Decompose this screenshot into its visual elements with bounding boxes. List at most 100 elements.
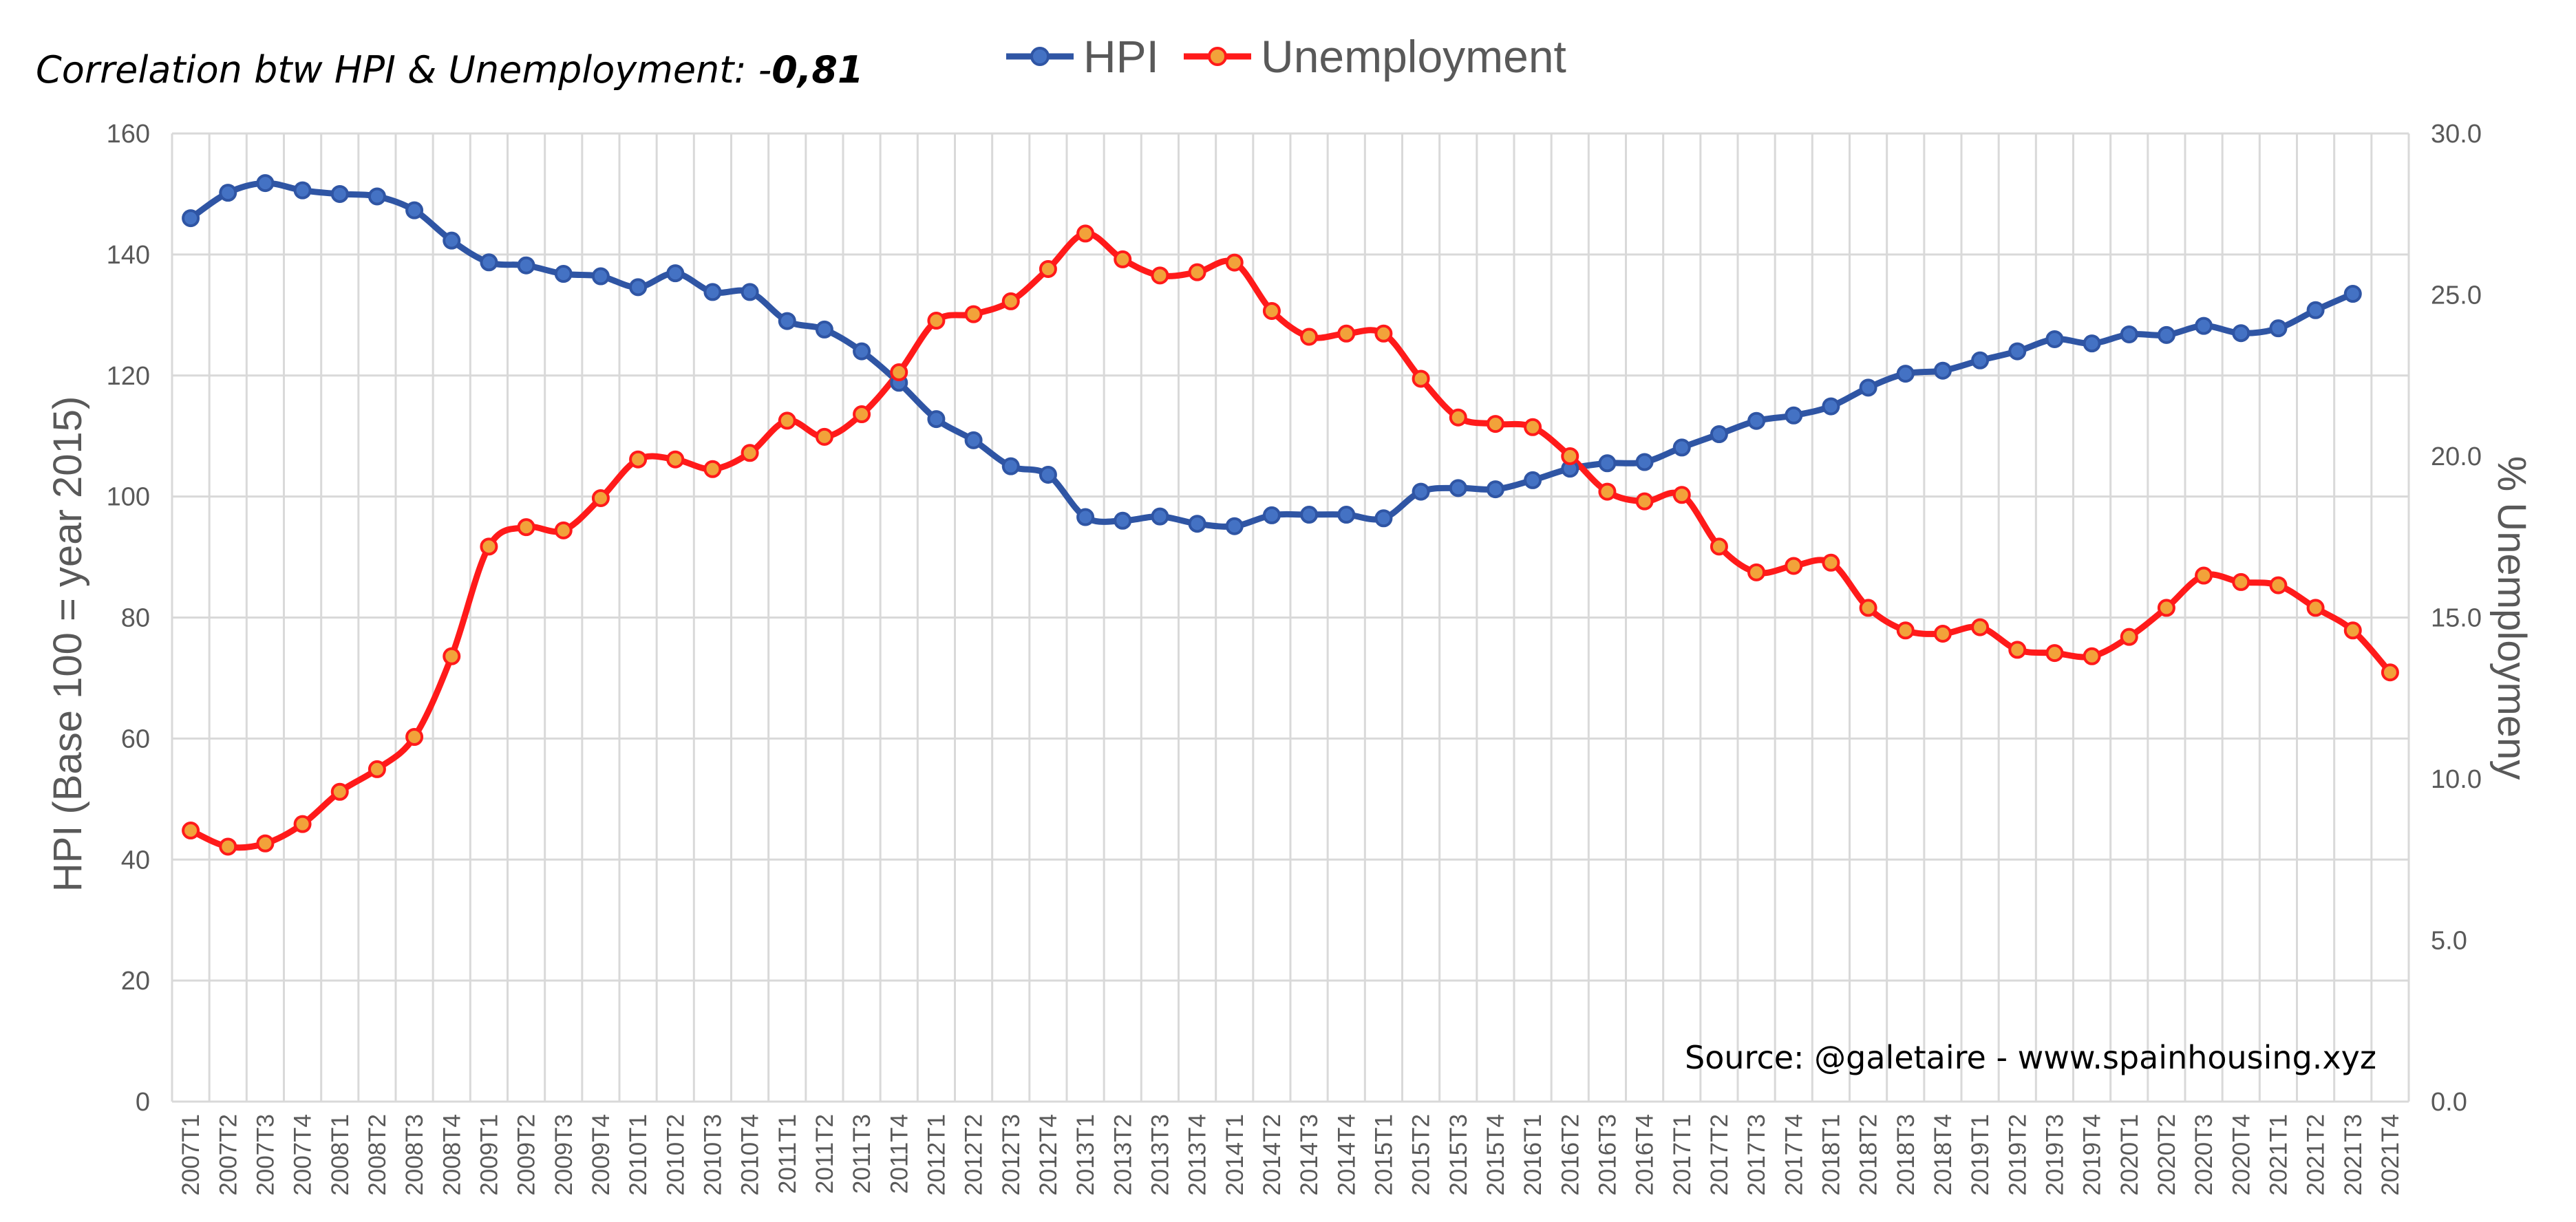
data-point-unemployment — [2269, 576, 2288, 594]
data-point-hpi — [1300, 506, 1319, 524]
data-point-unemployment — [703, 460, 722, 478]
data-point-hpi — [703, 283, 722, 301]
x-tick-label: 2012T2 — [961, 1114, 988, 1196]
x-tick-label: 2016T1 — [1520, 1114, 1546, 1196]
data-point-hpi — [480, 253, 498, 272]
data-point-unemployment — [1039, 259, 1057, 278]
data-point-hpi — [1262, 506, 1281, 524]
data-point-unemployment — [219, 837, 237, 856]
data-point-unemployment — [1001, 292, 1020, 310]
y-right-tick-label: 20.0 — [2431, 442, 2482, 471]
data-point-hpi — [554, 265, 573, 283]
x-tick-label: 2011T2 — [811, 1114, 838, 1194]
data-point-hpi — [1412, 482, 1430, 501]
data-point-unemployment — [182, 822, 200, 840]
x-tick-label: 2017T1 — [1669, 1114, 1696, 1196]
x-tick-label: 2019T2 — [2004, 1114, 2031, 1196]
data-point-hpi — [741, 283, 759, 301]
data-point-unemployment — [591, 489, 610, 507]
x-tick-label: 2013T2 — [1109, 1114, 1136, 1196]
y-right-tick-label: 5.0 — [2431, 927, 2467, 956]
x-tick-label: 2015T2 — [1408, 1114, 1435, 1196]
x-tick-label: 2020T4 — [2228, 1114, 2255, 1196]
data-point-hpi — [1076, 508, 1095, 526]
x-tick-label: 2012T4 — [1035, 1114, 1062, 1196]
x-tick-label: 2010T2 — [662, 1114, 689, 1196]
x-tick-label: 2013T4 — [1184, 1114, 1211, 1196]
legend-item-hpi: HPI — [1005, 30, 1159, 83]
data-point-unemployment — [666, 450, 685, 469]
data-point-unemployment — [330, 782, 349, 801]
data-point-hpi — [1635, 453, 1654, 471]
correlation-prefix: Correlation btw HPI & Unemployment: - — [36, 48, 772, 92]
x-tick-label: 2018T1 — [1818, 1114, 1844, 1196]
x-tick-label: 2009T3 — [551, 1114, 577, 1196]
data-point-unemployment — [2381, 663, 2399, 682]
x-tick-label: 2010T4 — [737, 1114, 764, 1196]
source-note: Source: @galetaire - www.spainhousing.xy… — [1685, 1039, 2376, 1076]
gridlines — [171, 132, 2410, 1103]
data-point-unemployment — [443, 647, 461, 665]
data-point-unemployment — [1785, 557, 1803, 575]
data-point-hpi — [293, 181, 312, 200]
data-point-unemployment — [1188, 263, 1206, 281]
data-point-unemployment — [405, 728, 424, 747]
data-point-hpi — [1747, 411, 1766, 430]
correlation-annotation: Correlation btw HPI & Unemployment: -0,8… — [36, 48, 864, 92]
data-point-unemployment — [1486, 415, 1504, 433]
data-point-hpi — [1374, 509, 1393, 528]
x-tick-label: 2012T1 — [923, 1114, 950, 1196]
data-point-hpi — [1785, 406, 1803, 425]
data-point-hpi — [2232, 324, 2250, 343]
x-tick-label: 2020T3 — [2191, 1114, 2217, 1196]
data-point-hpi — [1971, 351, 1990, 369]
data-point-unemployment — [2232, 572, 2250, 591]
x-tick-label: 2013T1 — [1072, 1114, 1099, 1196]
data-point-hpi — [1822, 397, 1840, 416]
x-tick-label: 2021T4 — [2377, 1114, 2404, 1196]
data-point-unemployment — [2045, 644, 2064, 663]
y-right-tick-label: 30.0 — [2431, 120, 2482, 149]
data-point-unemployment — [1449, 408, 1467, 427]
data-point-hpi — [1896, 365, 1915, 383]
x-tick-label: 2009T2 — [513, 1114, 540, 1196]
x-tick-label: 2011T1 — [774, 1114, 801, 1194]
y-left-tick-label: 60 — [121, 725, 150, 753]
x-tick-label: 2019T3 — [2041, 1114, 2068, 1196]
data-point-hpi — [2306, 301, 2325, 319]
x-tick-label: 2011T3 — [849, 1114, 875, 1194]
x-tick-label: 2016T4 — [1632, 1114, 1659, 1196]
x-tick-label: 2014T4 — [1333, 1114, 1360, 1196]
x-tick-label: 2019T4 — [2079, 1114, 2106, 1196]
data-point-unemployment — [2083, 647, 2101, 665]
data-point-hpi — [1001, 457, 1020, 475]
y-left-tick-label: 140 — [107, 241, 150, 270]
y-axis-left-label: HPI (Base 100 = year 2015) — [45, 396, 90, 892]
data-point-unemployment — [1635, 492, 1654, 511]
x-tick-label: 2021T1 — [2265, 1114, 2292, 1196]
x-tick-label: 2008T3 — [401, 1114, 428, 1196]
x-tick-label: 2020T1 — [2116, 1114, 2143, 1196]
x-tick-label: 2010T3 — [699, 1114, 726, 1196]
data-point-hpi — [1151, 507, 1169, 526]
x-tick-label: 2015T3 — [1445, 1114, 1472, 1196]
data-point-hpi — [1933, 361, 1952, 380]
data-point-unemployment — [2120, 628, 2138, 646]
y-right-tick-label: 10.0 — [2431, 765, 2482, 794]
y-right-tick-label: 0.0 — [2431, 1088, 2467, 1117]
data-point-unemployment — [1151, 266, 1169, 285]
x-tick-label: 2014T1 — [1222, 1114, 1248, 1196]
x-tick-label: 2011T4 — [886, 1114, 913, 1194]
x-tick-label: 2015T1 — [1370, 1114, 1397, 1196]
x-tick-label: 2017T4 — [1780, 1114, 1807, 1196]
data-point-hpi — [2343, 285, 2362, 303]
x-tick-label: 2008T4 — [438, 1114, 465, 1196]
data-point-hpi — [256, 174, 275, 193]
data-point-unemployment — [1076, 224, 1095, 243]
data-point-hpi — [1337, 506, 1356, 524]
data-point-hpi — [2083, 334, 2101, 353]
data-point-hpi — [2269, 319, 2288, 338]
data-point-unemployment — [853, 405, 871, 424]
data-point-unemployment — [293, 815, 312, 833]
data-point-unemployment — [2008, 641, 2027, 659]
